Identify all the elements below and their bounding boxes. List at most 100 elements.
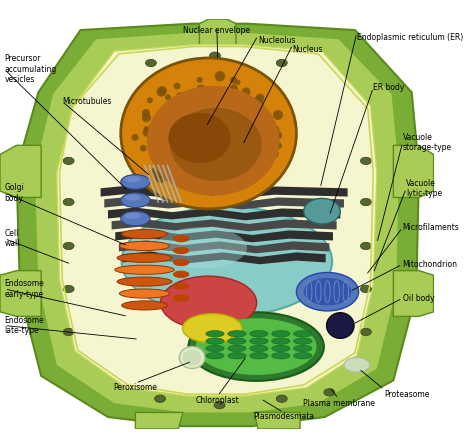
- Circle shape: [165, 107, 171, 113]
- Ellipse shape: [360, 285, 372, 293]
- Circle shape: [270, 149, 279, 158]
- Circle shape: [173, 82, 181, 89]
- Circle shape: [177, 161, 188, 172]
- Circle shape: [191, 93, 202, 103]
- Circle shape: [249, 173, 255, 179]
- Polygon shape: [115, 229, 333, 242]
- Circle shape: [147, 97, 153, 103]
- Circle shape: [188, 165, 197, 174]
- Text: Golgi
body: Golgi body: [5, 183, 25, 202]
- Circle shape: [151, 168, 157, 174]
- Circle shape: [158, 129, 165, 136]
- Circle shape: [206, 167, 216, 177]
- Ellipse shape: [168, 113, 230, 163]
- Polygon shape: [0, 145, 41, 198]
- Ellipse shape: [228, 345, 246, 352]
- Text: Endosome
late-type: Endosome late-type: [5, 316, 45, 335]
- Polygon shape: [255, 413, 300, 429]
- Circle shape: [173, 177, 182, 185]
- Ellipse shape: [228, 353, 246, 359]
- Polygon shape: [35, 33, 399, 413]
- Ellipse shape: [182, 314, 242, 343]
- Text: Chloroplast: Chloroplast: [196, 396, 239, 405]
- Circle shape: [158, 86, 167, 95]
- Ellipse shape: [206, 345, 224, 352]
- Polygon shape: [393, 271, 434, 316]
- Ellipse shape: [304, 198, 340, 224]
- Ellipse shape: [63, 328, 74, 336]
- Circle shape: [166, 105, 173, 111]
- Ellipse shape: [250, 353, 268, 359]
- Circle shape: [233, 93, 240, 99]
- Ellipse shape: [119, 289, 170, 298]
- Polygon shape: [100, 185, 347, 198]
- Ellipse shape: [228, 331, 246, 337]
- Circle shape: [229, 85, 238, 93]
- Ellipse shape: [173, 271, 190, 278]
- Polygon shape: [57, 45, 377, 396]
- Ellipse shape: [214, 401, 225, 409]
- Ellipse shape: [360, 198, 372, 206]
- Circle shape: [173, 159, 183, 169]
- Polygon shape: [393, 145, 434, 198]
- Text: ER body: ER body: [373, 83, 405, 92]
- Ellipse shape: [63, 242, 74, 250]
- Circle shape: [243, 158, 254, 169]
- Ellipse shape: [63, 285, 74, 293]
- Ellipse shape: [250, 331, 268, 337]
- Circle shape: [165, 171, 175, 181]
- Ellipse shape: [360, 157, 372, 164]
- Ellipse shape: [121, 175, 150, 189]
- Circle shape: [142, 109, 150, 117]
- Circle shape: [255, 94, 264, 103]
- Circle shape: [132, 134, 138, 141]
- Circle shape: [197, 77, 203, 83]
- Ellipse shape: [119, 241, 170, 250]
- Ellipse shape: [122, 229, 167, 239]
- Circle shape: [155, 116, 165, 127]
- Circle shape: [143, 129, 151, 137]
- Ellipse shape: [161, 276, 256, 329]
- Ellipse shape: [272, 338, 290, 345]
- Text: Nucleus: Nucleus: [293, 45, 323, 54]
- Circle shape: [163, 156, 173, 166]
- Circle shape: [216, 182, 223, 189]
- Circle shape: [148, 127, 155, 134]
- Circle shape: [242, 99, 251, 108]
- Circle shape: [240, 152, 249, 161]
- Circle shape: [246, 148, 257, 159]
- Circle shape: [220, 165, 228, 172]
- Circle shape: [204, 174, 214, 184]
- Ellipse shape: [360, 328, 372, 336]
- Ellipse shape: [360, 242, 372, 250]
- Polygon shape: [17, 24, 419, 426]
- Circle shape: [142, 113, 151, 122]
- Ellipse shape: [206, 353, 224, 359]
- Circle shape: [182, 99, 188, 106]
- Ellipse shape: [147, 86, 280, 196]
- Polygon shape: [200, 19, 236, 45]
- Circle shape: [268, 138, 275, 144]
- Circle shape: [149, 124, 155, 129]
- Polygon shape: [136, 413, 183, 429]
- Text: Vacuole
lytic-type: Vacuole lytic-type: [406, 179, 442, 198]
- Ellipse shape: [124, 194, 141, 201]
- Ellipse shape: [173, 247, 190, 254]
- Polygon shape: [104, 197, 344, 209]
- Circle shape: [228, 180, 234, 187]
- Circle shape: [273, 126, 279, 132]
- Text: Plasmodesmata: Plasmodesmata: [253, 413, 314, 422]
- Circle shape: [215, 71, 225, 82]
- Ellipse shape: [206, 331, 224, 337]
- Ellipse shape: [294, 331, 312, 337]
- Ellipse shape: [189, 312, 324, 381]
- Ellipse shape: [170, 108, 262, 181]
- Ellipse shape: [206, 338, 224, 345]
- Circle shape: [253, 97, 263, 107]
- Circle shape: [256, 100, 264, 108]
- Ellipse shape: [183, 350, 201, 365]
- Polygon shape: [108, 207, 340, 220]
- Ellipse shape: [63, 157, 74, 164]
- Circle shape: [208, 188, 215, 196]
- Text: Microtubules: Microtubules: [62, 97, 111, 106]
